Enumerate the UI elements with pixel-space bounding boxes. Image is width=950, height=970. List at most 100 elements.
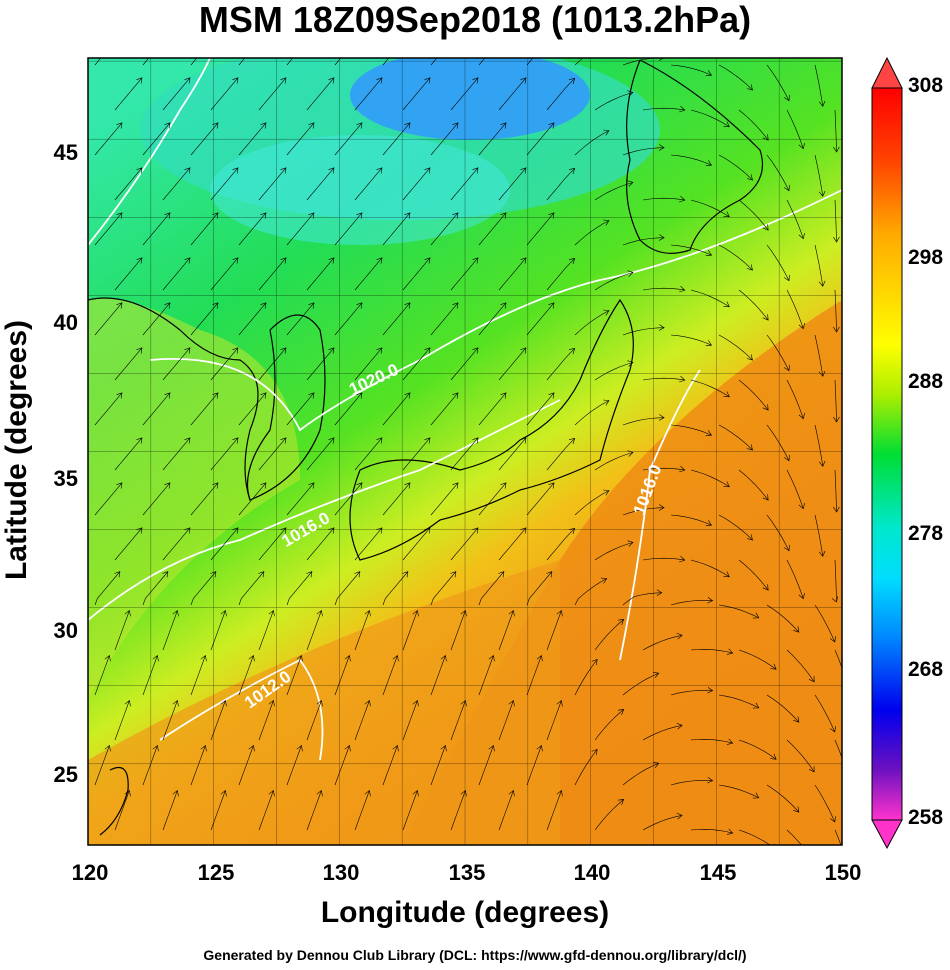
streamline [738, 469, 769, 501]
streamline-arrowhead [164, 302, 171, 309]
streamline-arrowhead [831, 596, 838, 603]
streamline [670, 244, 712, 256]
streamline [690, 828, 733, 834]
streamline-arrowhead [376, 77, 383, 84]
streamline [834, 649, 842, 669]
streamline [574, 58, 584, 66]
streamline-arrowhead [500, 302, 507, 309]
streamline-arrowhead [354, 571, 361, 578]
streamline-arrowhead [500, 122, 507, 129]
streamline [526, 122, 555, 156]
streamline [526, 655, 542, 696]
streamline [382, 655, 398, 696]
gridlines [87, 58, 843, 845]
streamline [478, 122, 507, 156]
streamline [114, 347, 143, 381]
streamline-arrowhead [280, 347, 287, 354]
streamline-arrowhead [546, 571, 553, 578]
streamline-arrowhead [172, 699, 179, 707]
streamline-arrowhead [136, 257, 143, 264]
streamline [94, 392, 123, 426]
streamline-arrowhead [116, 212, 123, 219]
streamline-arrowhead [520, 167, 527, 174]
streamline-arrowhead [356, 212, 363, 219]
streamline [142, 58, 150, 66]
streamline [478, 745, 494, 786]
streamline-arrowhead [260, 122, 267, 129]
streamline [450, 437, 479, 471]
streamline-arrowhead [220, 609, 227, 617]
streamline [478, 571, 505, 606]
streamline [402, 167, 431, 201]
streamline [498, 257, 527, 291]
streamline [526, 482, 555, 516]
streamline-arrowhead [424, 437, 431, 444]
streamline [238, 302, 267, 336]
streamline [670, 154, 712, 166]
streamline-arrowhead [376, 167, 383, 174]
streamline [286, 655, 302, 696]
streamline-arrowhead [617, 619, 625, 626]
streamline-arrowhead [762, 584, 769, 591]
streamline [526, 392, 555, 426]
streamline [670, 600, 713, 606]
colorbar-bottom-arrow [871, 819, 903, 850]
colorbar-top-arrow [871, 56, 903, 89]
streamline [574, 220, 610, 246]
streamline-arrowhead [793, 626, 800, 633]
streamline [258, 527, 287, 561]
streamline [546, 168, 575, 201]
streamline [238, 392, 267, 426]
streamline-arrowhead [726, 828, 734, 835]
streamline [718, 604, 759, 619]
streamline-arrowhead [808, 765, 815, 773]
streamline [814, 694, 836, 733]
streamline [498, 527, 527, 561]
streamline [354, 77, 383, 111]
streamline-arrowhead [306, 571, 313, 578]
streamline-arrowhead [260, 212, 267, 219]
streamline [114, 610, 130, 651]
streamline [478, 58, 486, 66]
streamline-arrowhead [627, 540, 634, 547]
streamline [670, 514, 712, 526]
streamline-arrowhead [452, 122, 459, 129]
streamline-arrowhead [232, 257, 239, 264]
streamline-arrowhead [845, 684, 851, 690]
streamline-arrowhead [308, 122, 315, 129]
streamline-arrowhead [296, 654, 303, 662]
streamline [94, 745, 110, 786]
streamline [594, 92, 634, 111]
streamline [162, 527, 191, 561]
plot-title: MSM 18Z09Sep2018 (1013.2hPa) [198, 0, 752, 40]
streamline-arrowhead [280, 437, 287, 444]
streamline [766, 784, 800, 813]
streamline [834, 739, 842, 759]
y-tick: 45 [53, 140, 78, 165]
streamline-arrowhead [658, 58, 665, 61]
streamline [622, 58, 665, 66]
streamline-arrowhead [603, 489, 610, 496]
streamline-arrowhead [232, 77, 239, 84]
streamline [306, 527, 335, 561]
streamline [142, 122, 171, 156]
streamline-arrowhead [308, 302, 315, 309]
streamline [306, 77, 335, 111]
streamline [94, 571, 121, 606]
streamline [546, 610, 562, 651]
streamline-arrowhead [548, 392, 555, 399]
streamline [258, 167, 287, 201]
streamline-arrowhead [783, 184, 790, 192]
streamline [430, 302, 459, 336]
streamline-arrowhead [723, 391, 730, 398]
streamline-arrowhead [652, 671, 660, 678]
streamline-arrowhead [548, 122, 555, 129]
streamline [238, 571, 265, 606]
streamline [834, 559, 837, 603]
streamline-arrowhead [676, 722, 683, 730]
streamline-arrowhead [268, 789, 275, 797]
streamline [450, 77, 479, 111]
streamline-arrowhead [818, 460, 826, 467]
streamline-arrowhead [603, 309, 610, 316]
